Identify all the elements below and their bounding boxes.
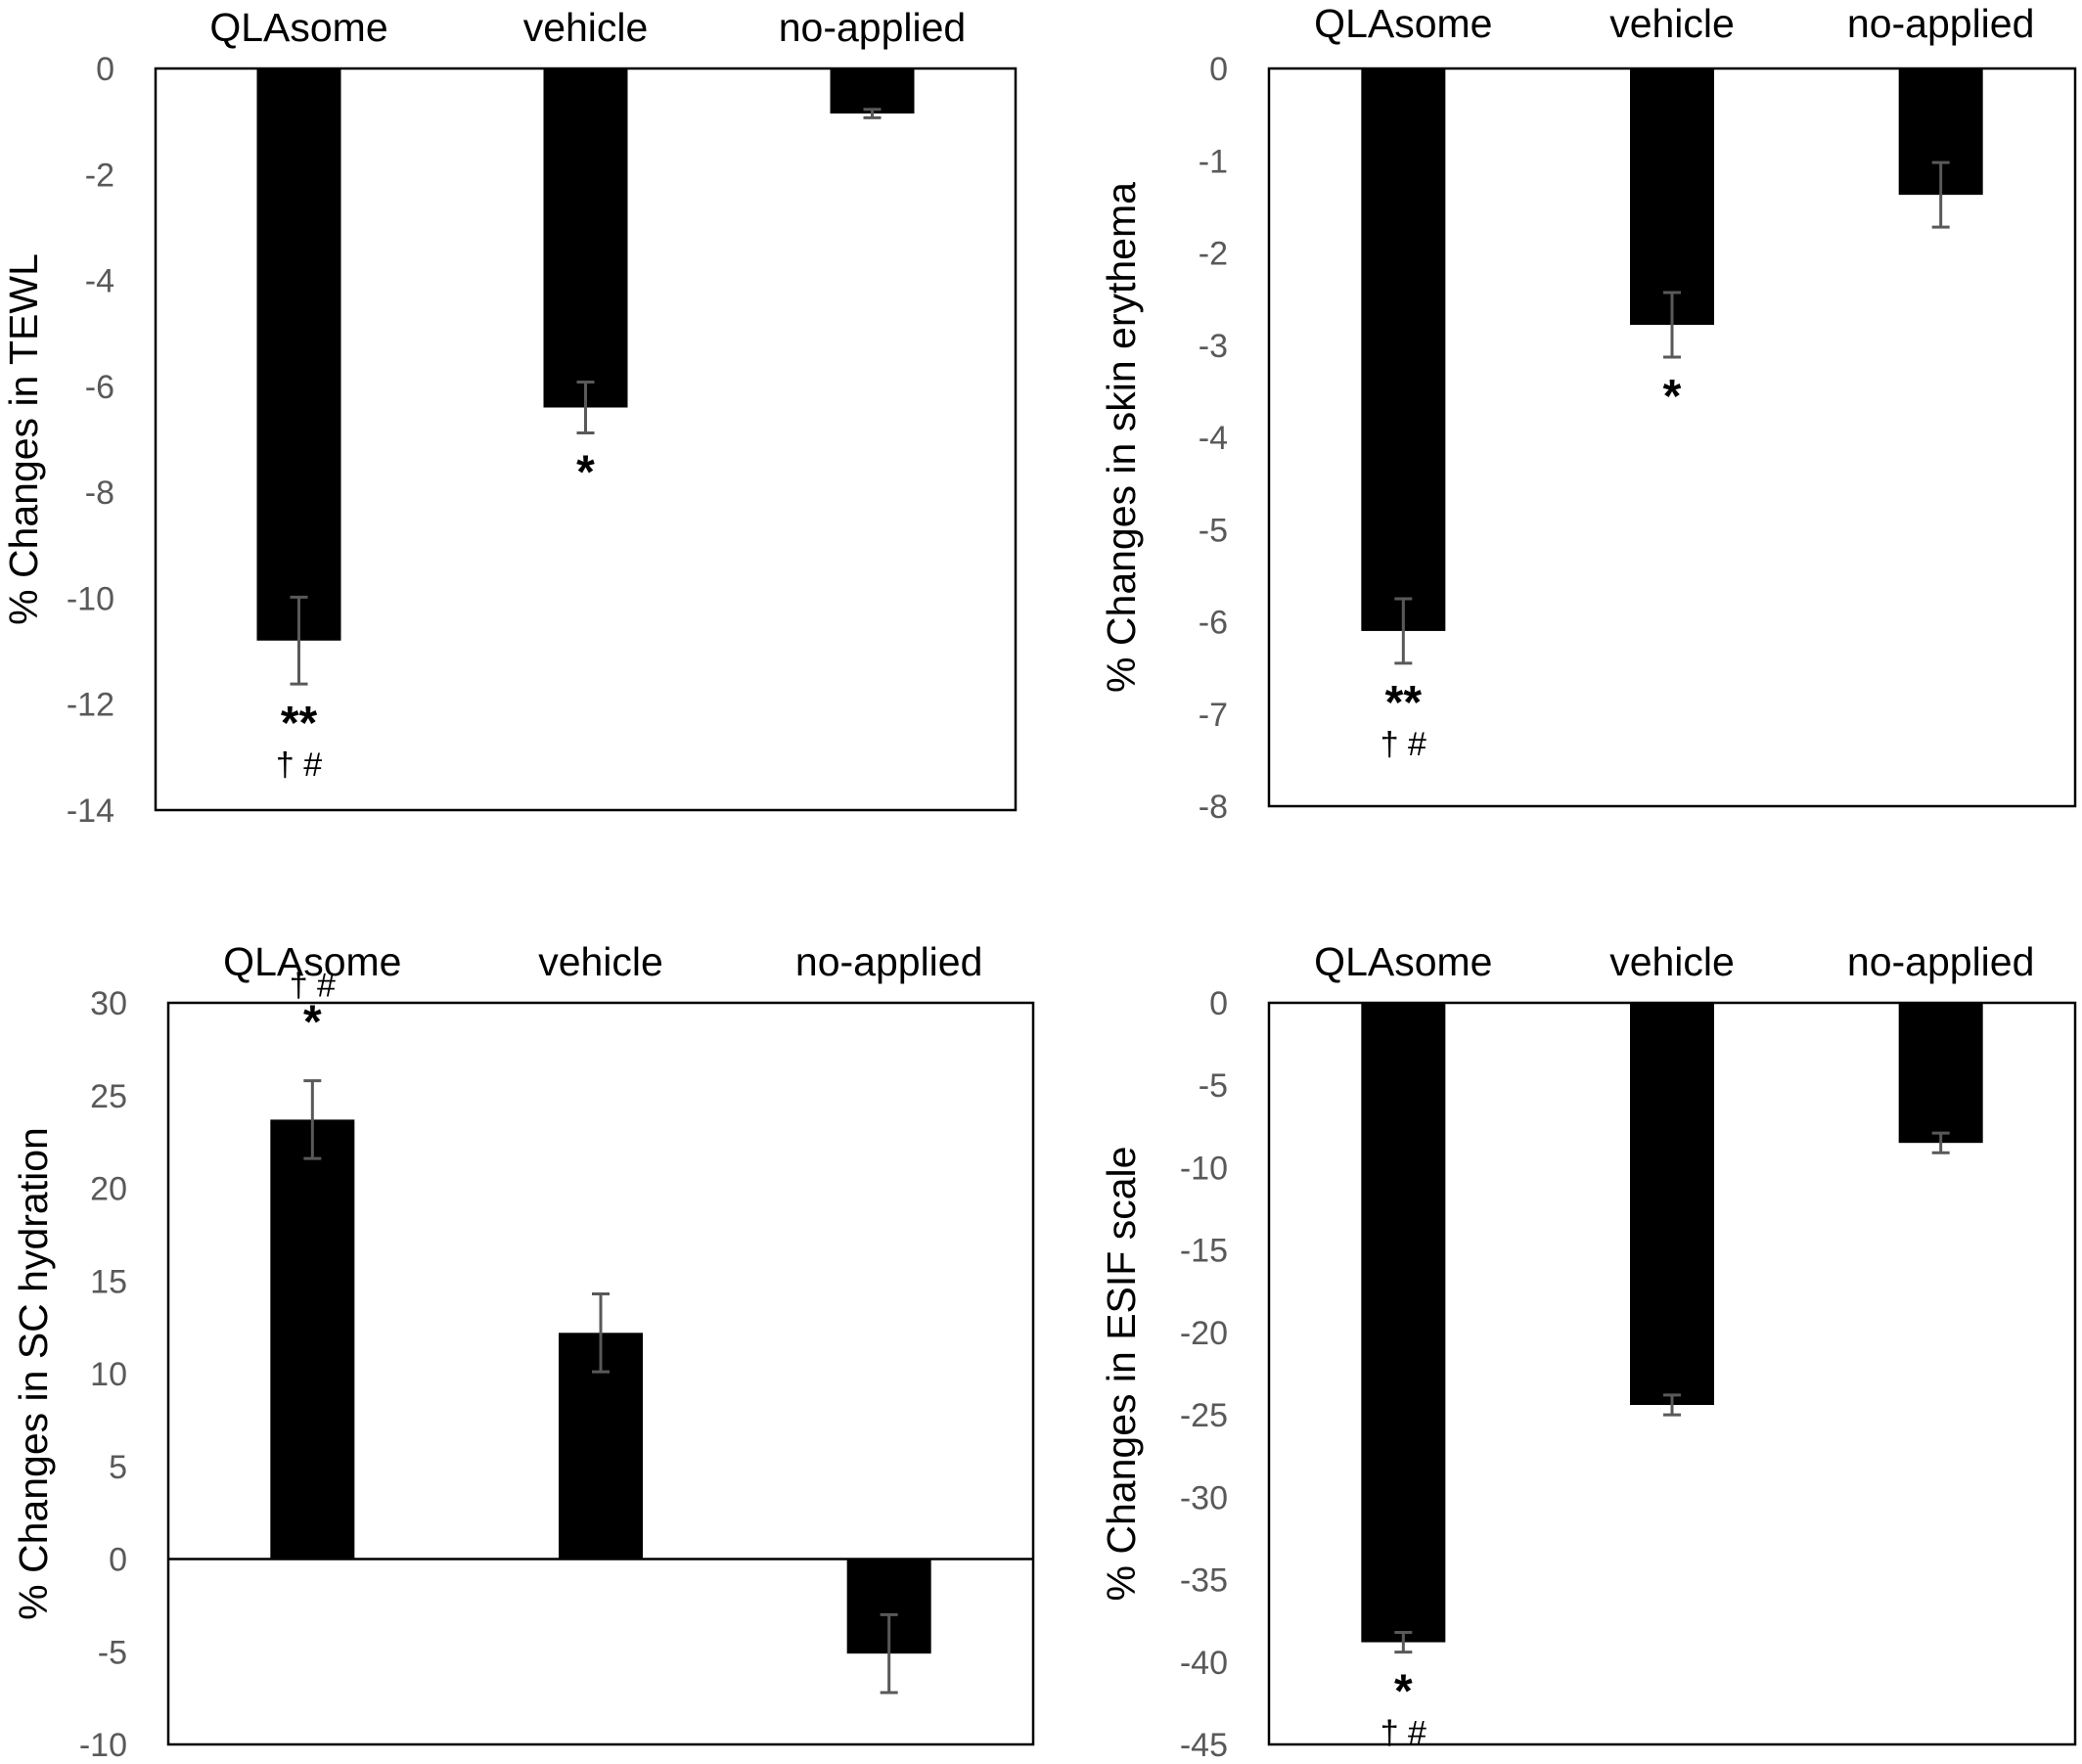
y-tick-label: -20 — [1180, 1315, 1228, 1352]
bar-vehicle — [1630, 68, 1714, 326]
y-tick-label: -10 — [79, 1727, 127, 1764]
chart-panel-4: 0 -5 -10 -15 -20 -25 -30 -35 -40 -45 % Changes in … — [1099, 939, 2077, 1764]
y-tick-label: -40 — [1180, 1645, 1228, 1682]
significance-marker: † # — [276, 746, 322, 784]
y-tick-label: 20 — [90, 1171, 127, 1208]
significance-marker: * — [576, 447, 595, 499]
y-tick-label: 30 — [90, 985, 127, 1022]
category-label: vehicle — [1609, 939, 1735, 984]
significance-marker: † # — [1380, 726, 1426, 763]
error-bar — [1663, 1393, 1681, 1417]
error-bar — [1931, 160, 1950, 229]
error-bar — [880, 1612, 898, 1695]
y-axis-title: % Changes in SC hydration — [11, 1127, 56, 1620]
y-tick-label: -35 — [1180, 1562, 1228, 1600]
error-bar — [1394, 597, 1413, 665]
y-tick-label: -2 — [1199, 236, 1228, 273]
y-tick-label: 5 — [109, 1449, 127, 1486]
y-tick-label: 0 — [96, 51, 114, 88]
bar-qlasome — [270, 1119, 355, 1560]
y-tick-label: 15 — [90, 1263, 127, 1300]
category-label: no-applied — [795, 939, 983, 984]
bar-qlasome — [1361, 68, 1446, 631]
y-tick-label: -12 — [67, 687, 114, 724]
category-label: QLAsome — [223, 939, 401, 984]
error-bar — [1394, 1630, 1413, 1654]
y-tick-label: -6 — [1199, 605, 1228, 642]
category-label: no-applied — [1847, 1, 2035, 46]
category-label: no-applied — [779, 5, 967, 50]
bar-vehicle — [543, 68, 628, 408]
error-bar — [576, 381, 595, 435]
error-bar — [1663, 291, 1681, 359]
chart-panel-3: 30 25 20 15 10 5 0 -5 -10 % Changes in SC hydrati… — [11, 939, 1035, 1764]
bar-vehicle — [1630, 1003, 1714, 1406]
error-bar — [290, 595, 308, 686]
category-label: vehicle — [1609, 1, 1735, 46]
y-tick-label: -30 — [1180, 1479, 1228, 1516]
error-bar — [303, 1079, 322, 1160]
category-label: QLAsome — [209, 5, 387, 50]
error-bar — [1931, 1131, 1950, 1154]
y-tick-label: -7 — [1199, 697, 1228, 734]
y-tick-label: -10 — [1180, 1150, 1228, 1187]
y-tick-label: -6 — [85, 369, 114, 406]
plot-frame — [166, 1001, 1035, 1746]
y-tick-label: -14 — [67, 792, 114, 830]
category-label: QLAsome — [1314, 1, 1492, 46]
y-tick-label: -25 — [1180, 1397, 1228, 1434]
y-axis-title: % Changes in skin erythema — [1099, 182, 1144, 693]
bar-qlasome — [256, 68, 341, 641]
bar-no-applied — [1898, 1003, 1983, 1144]
y-tick-label: -15 — [1180, 1233, 1228, 1270]
significance-marker: † # — [290, 968, 336, 1005]
y-tick-label: -8 — [85, 475, 114, 512]
error-bar — [592, 1292, 610, 1374]
y-tick-label: -8 — [1199, 789, 1228, 826]
y-tick-label: -4 — [85, 263, 114, 300]
significance-marker: * — [303, 997, 322, 1049]
y-tick-label: 0 — [1209, 985, 1228, 1022]
significance-marker: * — [1394, 1666, 1413, 1718]
significance-marker: † # — [1380, 1715, 1426, 1752]
y-tick-label: 10 — [90, 1356, 127, 1393]
category-label: no-applied — [1847, 939, 2035, 984]
chart-panel-2: 0 -1 -2 -3 -4 -5 -6 -7 -8 % Changes in skin eryth… — [1099, 1, 2077, 826]
error-bar — [863, 108, 882, 119]
y-tick-label: -3 — [1199, 328, 1228, 365]
y-tick-label: 25 — [90, 1078, 127, 1115]
y-tick-label: 0 — [109, 1542, 127, 1579]
y-axis-title: % Changes in TEWL — [1, 253, 46, 625]
category-label: vehicle — [523, 5, 649, 50]
significance-marker: ** — [1385, 677, 1423, 729]
bar-no-applied — [830, 68, 915, 114]
significance-marker: * — [1663, 371, 1682, 423]
category-label: QLAsome — [1314, 939, 1492, 984]
y-tick-label: -1 — [1199, 143, 1228, 180]
y-tick-label: -5 — [1199, 1067, 1228, 1105]
bar-qlasome — [1361, 1003, 1446, 1643]
y-tick-label: -5 — [1199, 512, 1228, 549]
chart-panel-1: 0 -2 -4 -6 -8 -10 -12 -14 % Changes in TEWL QLAso… — [1, 5, 1018, 830]
category-label: vehicle — [538, 939, 663, 984]
significance-marker: ** — [281, 698, 318, 749]
y-tick-label: -45 — [1180, 1727, 1228, 1764]
y-axis-title: % Changes in ESIF scale — [1099, 1147, 1144, 1602]
y-tick-label: -2 — [85, 157, 114, 194]
y-tick-label: -5 — [98, 1634, 127, 1671]
y-tick-label: 0 — [1209, 51, 1228, 88]
y-tick-label: -10 — [67, 580, 114, 617]
y-tick-label: -4 — [1199, 420, 1228, 457]
